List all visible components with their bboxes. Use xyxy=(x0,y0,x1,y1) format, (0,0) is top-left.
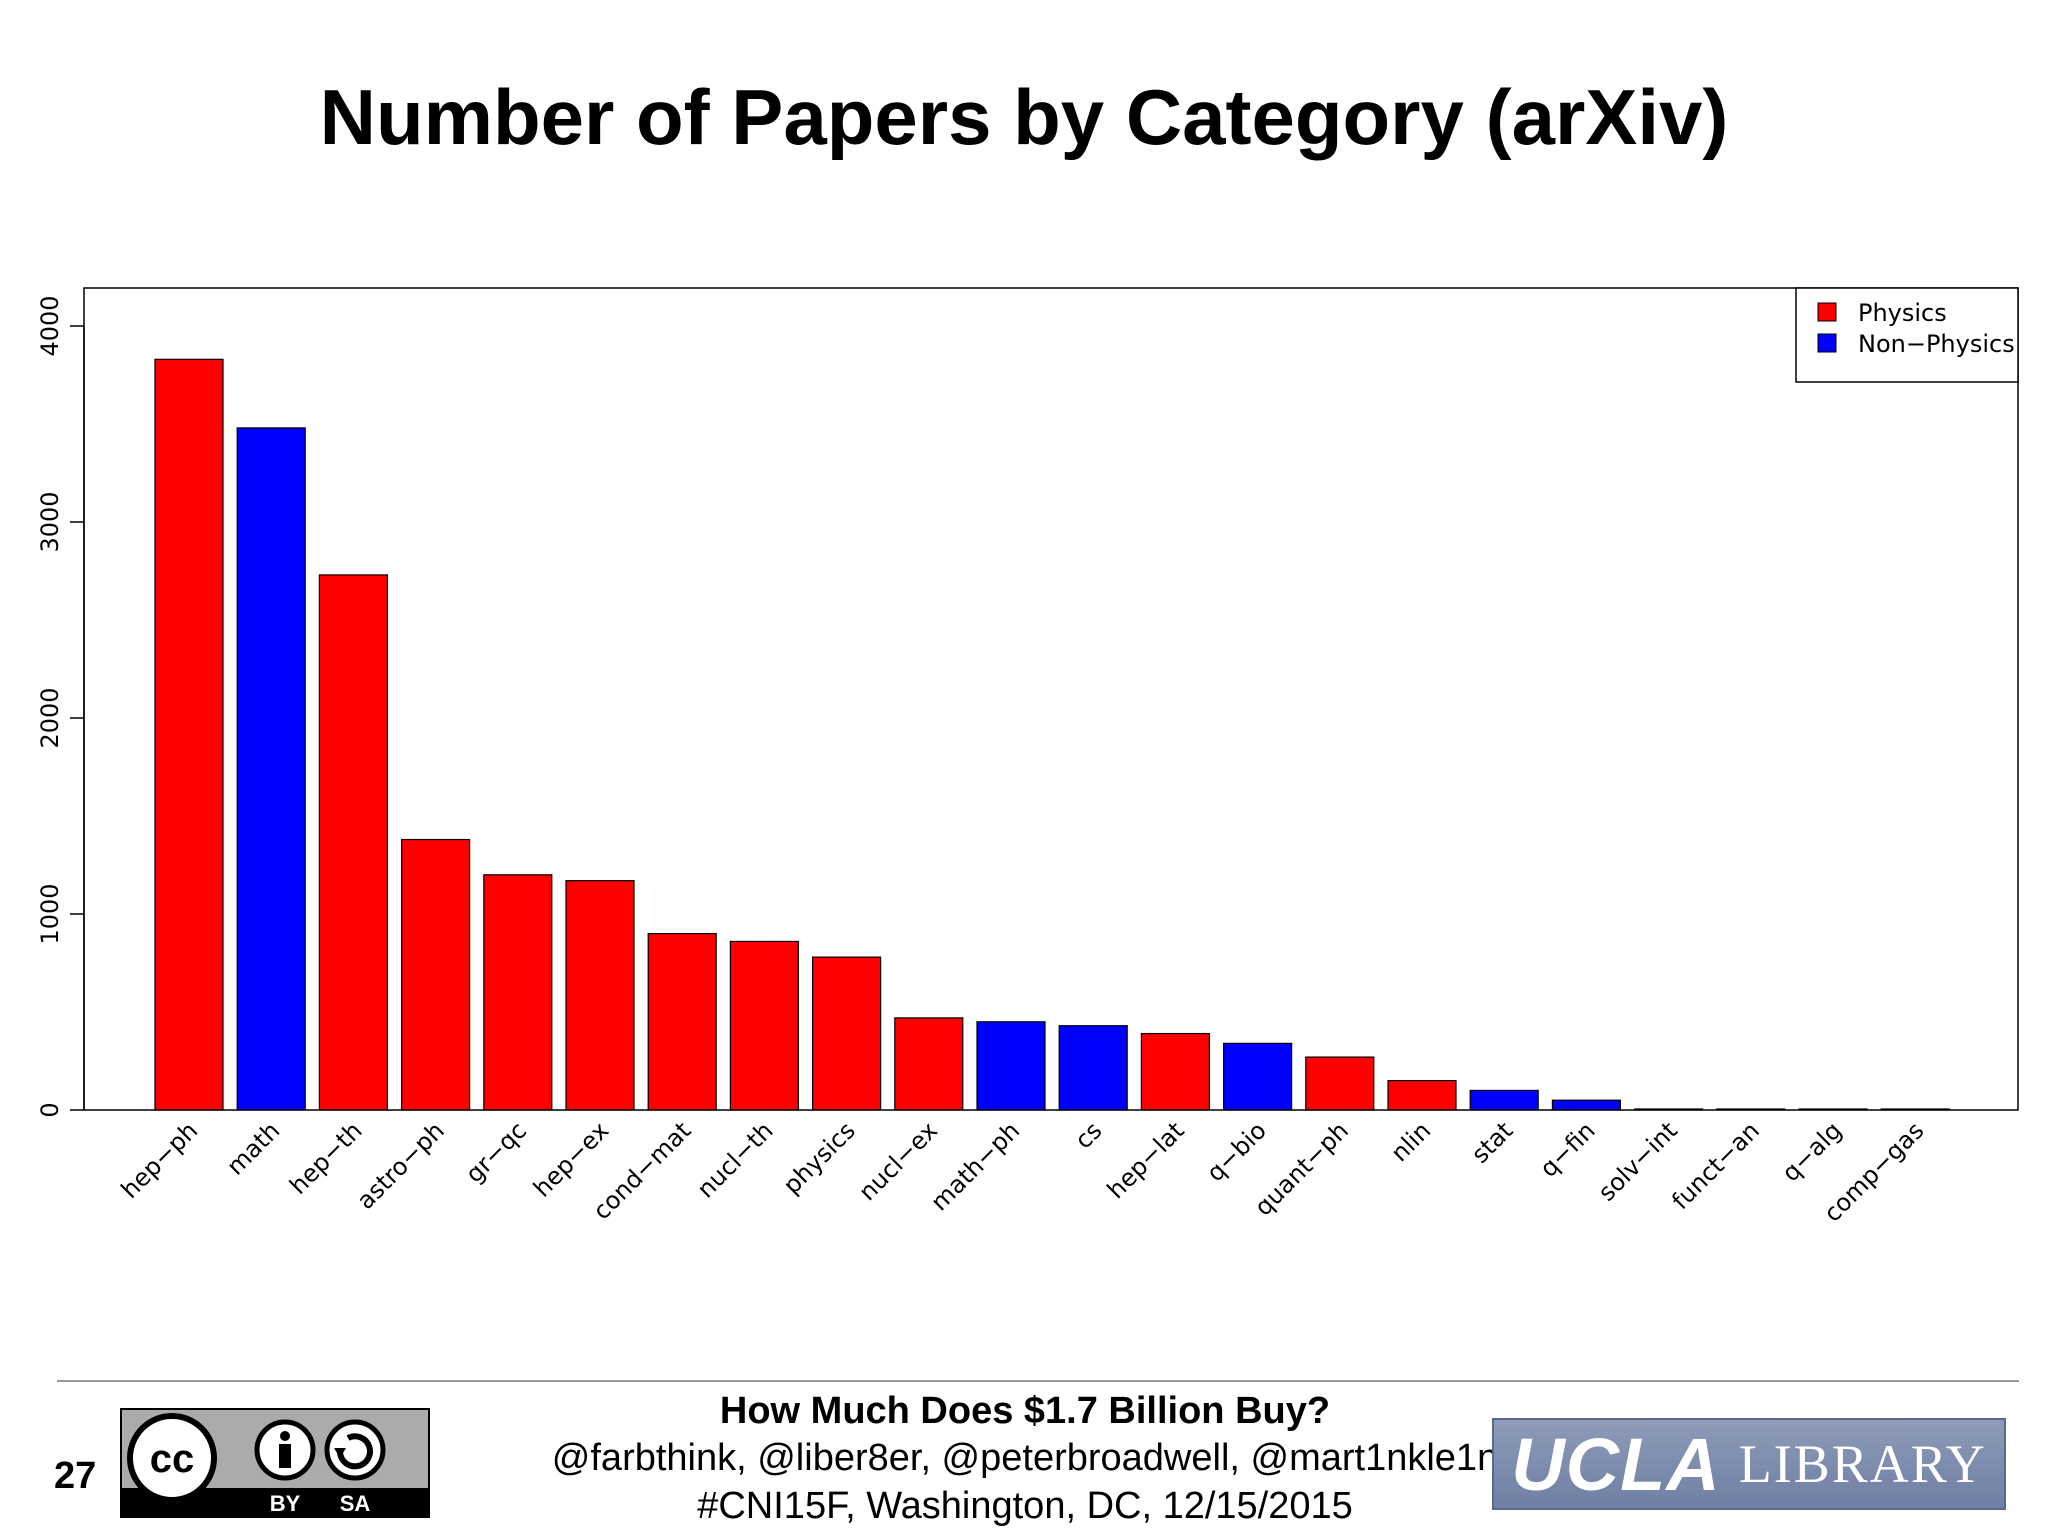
bar-2 xyxy=(318,574,388,1111)
footer-divider xyxy=(57,1380,2019,1382)
plot-frame xyxy=(83,287,2019,1111)
x-tick-label-20: q−alg xyxy=(1777,1116,1848,1187)
bar-5 xyxy=(565,880,635,1111)
x-tick-label-7: nucl−th xyxy=(692,1116,779,1203)
x-tick-label-15: nlin xyxy=(1385,1116,1436,1167)
y-tick-label-3: 3000 xyxy=(36,491,64,552)
bar-17 xyxy=(1551,1099,1622,1111)
creative-commons-icon: cc xyxy=(127,1413,217,1503)
x-tick-label-8: physics xyxy=(778,1116,861,1199)
x-tick-label-3: astro−ph xyxy=(351,1116,449,1214)
library-logo-word: LIBRARY xyxy=(1738,1434,1987,1494)
bar-6 xyxy=(647,932,717,1111)
x-tick-label-0: hep−ph xyxy=(116,1116,204,1204)
bar-7 xyxy=(729,940,800,1111)
y-tick-label-2: 2000 xyxy=(36,687,64,748)
cc-by-sa-badge: cc BY SA xyxy=(120,1408,430,1518)
footer-authors: @farbthink, @liber8er, @peterbroadwell, … xyxy=(551,1437,1499,1479)
bar-9 xyxy=(894,1017,964,1111)
x-tick-label-1: math xyxy=(221,1116,285,1180)
bars-group xyxy=(154,358,1950,1111)
bar-13 xyxy=(1222,1042,1293,1111)
share-alike-icon xyxy=(324,1419,386,1481)
bar-12 xyxy=(1140,1032,1211,1111)
bar-14 xyxy=(1305,1056,1375,1111)
legend: Physics Non−Physics xyxy=(1795,287,2019,383)
slide-title: Number of Papers by Category (arXiv) xyxy=(319,73,1729,161)
cc-sa-label: SA xyxy=(340,1491,371,1516)
y-tick-label-4: 4000 xyxy=(36,295,64,356)
y-tick-label-1: 1000 xyxy=(36,883,64,944)
ucla-library-logo: UCLA LIBRARY xyxy=(1492,1418,2006,1510)
y-tick-label-0: 0 xyxy=(36,1102,64,1117)
cc-by-label: BY xyxy=(270,1491,301,1516)
bar-chart: 0 1000 2000 3000 4000 hep−ph mathhep−thastro−… xyxy=(36,287,2019,1227)
footer-event: #CNI15F, Washington, DC, 12/15/2015 xyxy=(697,1485,1353,1527)
bar-8 xyxy=(811,956,882,1111)
footer-title: How Much Does $1.7 Billion Buy? xyxy=(719,1390,1331,1432)
x-tick-label-19: funct−an xyxy=(1666,1116,1765,1215)
legend-label-1: Non−Physics xyxy=(1858,330,2015,358)
bar-16 xyxy=(1469,1089,1539,1111)
y-axis: 0 1000 2000 3000 4000 xyxy=(36,295,85,1118)
x-tick-label-13: q−bio xyxy=(1201,1116,1272,1187)
x-tick-label-16: stat xyxy=(1466,1116,1518,1168)
bar-0 xyxy=(154,358,224,1111)
attribution-icon xyxy=(254,1419,316,1481)
cc-mark: cc xyxy=(150,1437,195,1481)
legend-swatch-0 xyxy=(1817,302,1837,322)
bar-3 xyxy=(401,838,471,1111)
legend-swatch-1 xyxy=(1817,333,1837,353)
x-tick-label-17: q−fin xyxy=(1534,1116,1600,1182)
bar-11 xyxy=(1058,1025,1128,1111)
legend-label-0: Physics xyxy=(1858,299,1947,327)
x-tick-label-10: math−ph xyxy=(925,1116,1025,1216)
x-tick-label-11: cs xyxy=(1069,1116,1107,1154)
bar-10 xyxy=(976,1021,1046,1111)
slide-number: 27 xyxy=(54,1455,97,1497)
x-tick-label-4: gr−qc xyxy=(460,1116,532,1188)
bar-15 xyxy=(1387,1079,1457,1111)
ucla-logo-word: UCLA xyxy=(1511,1422,1721,1506)
bar-1 xyxy=(236,427,306,1111)
bar-4 xyxy=(483,874,553,1111)
x-tick-label-2: hep−th xyxy=(284,1116,367,1199)
x-tick-label-5: hep−ex xyxy=(528,1116,614,1202)
x-tick-label-12: hep−lat xyxy=(1102,1116,1190,1204)
